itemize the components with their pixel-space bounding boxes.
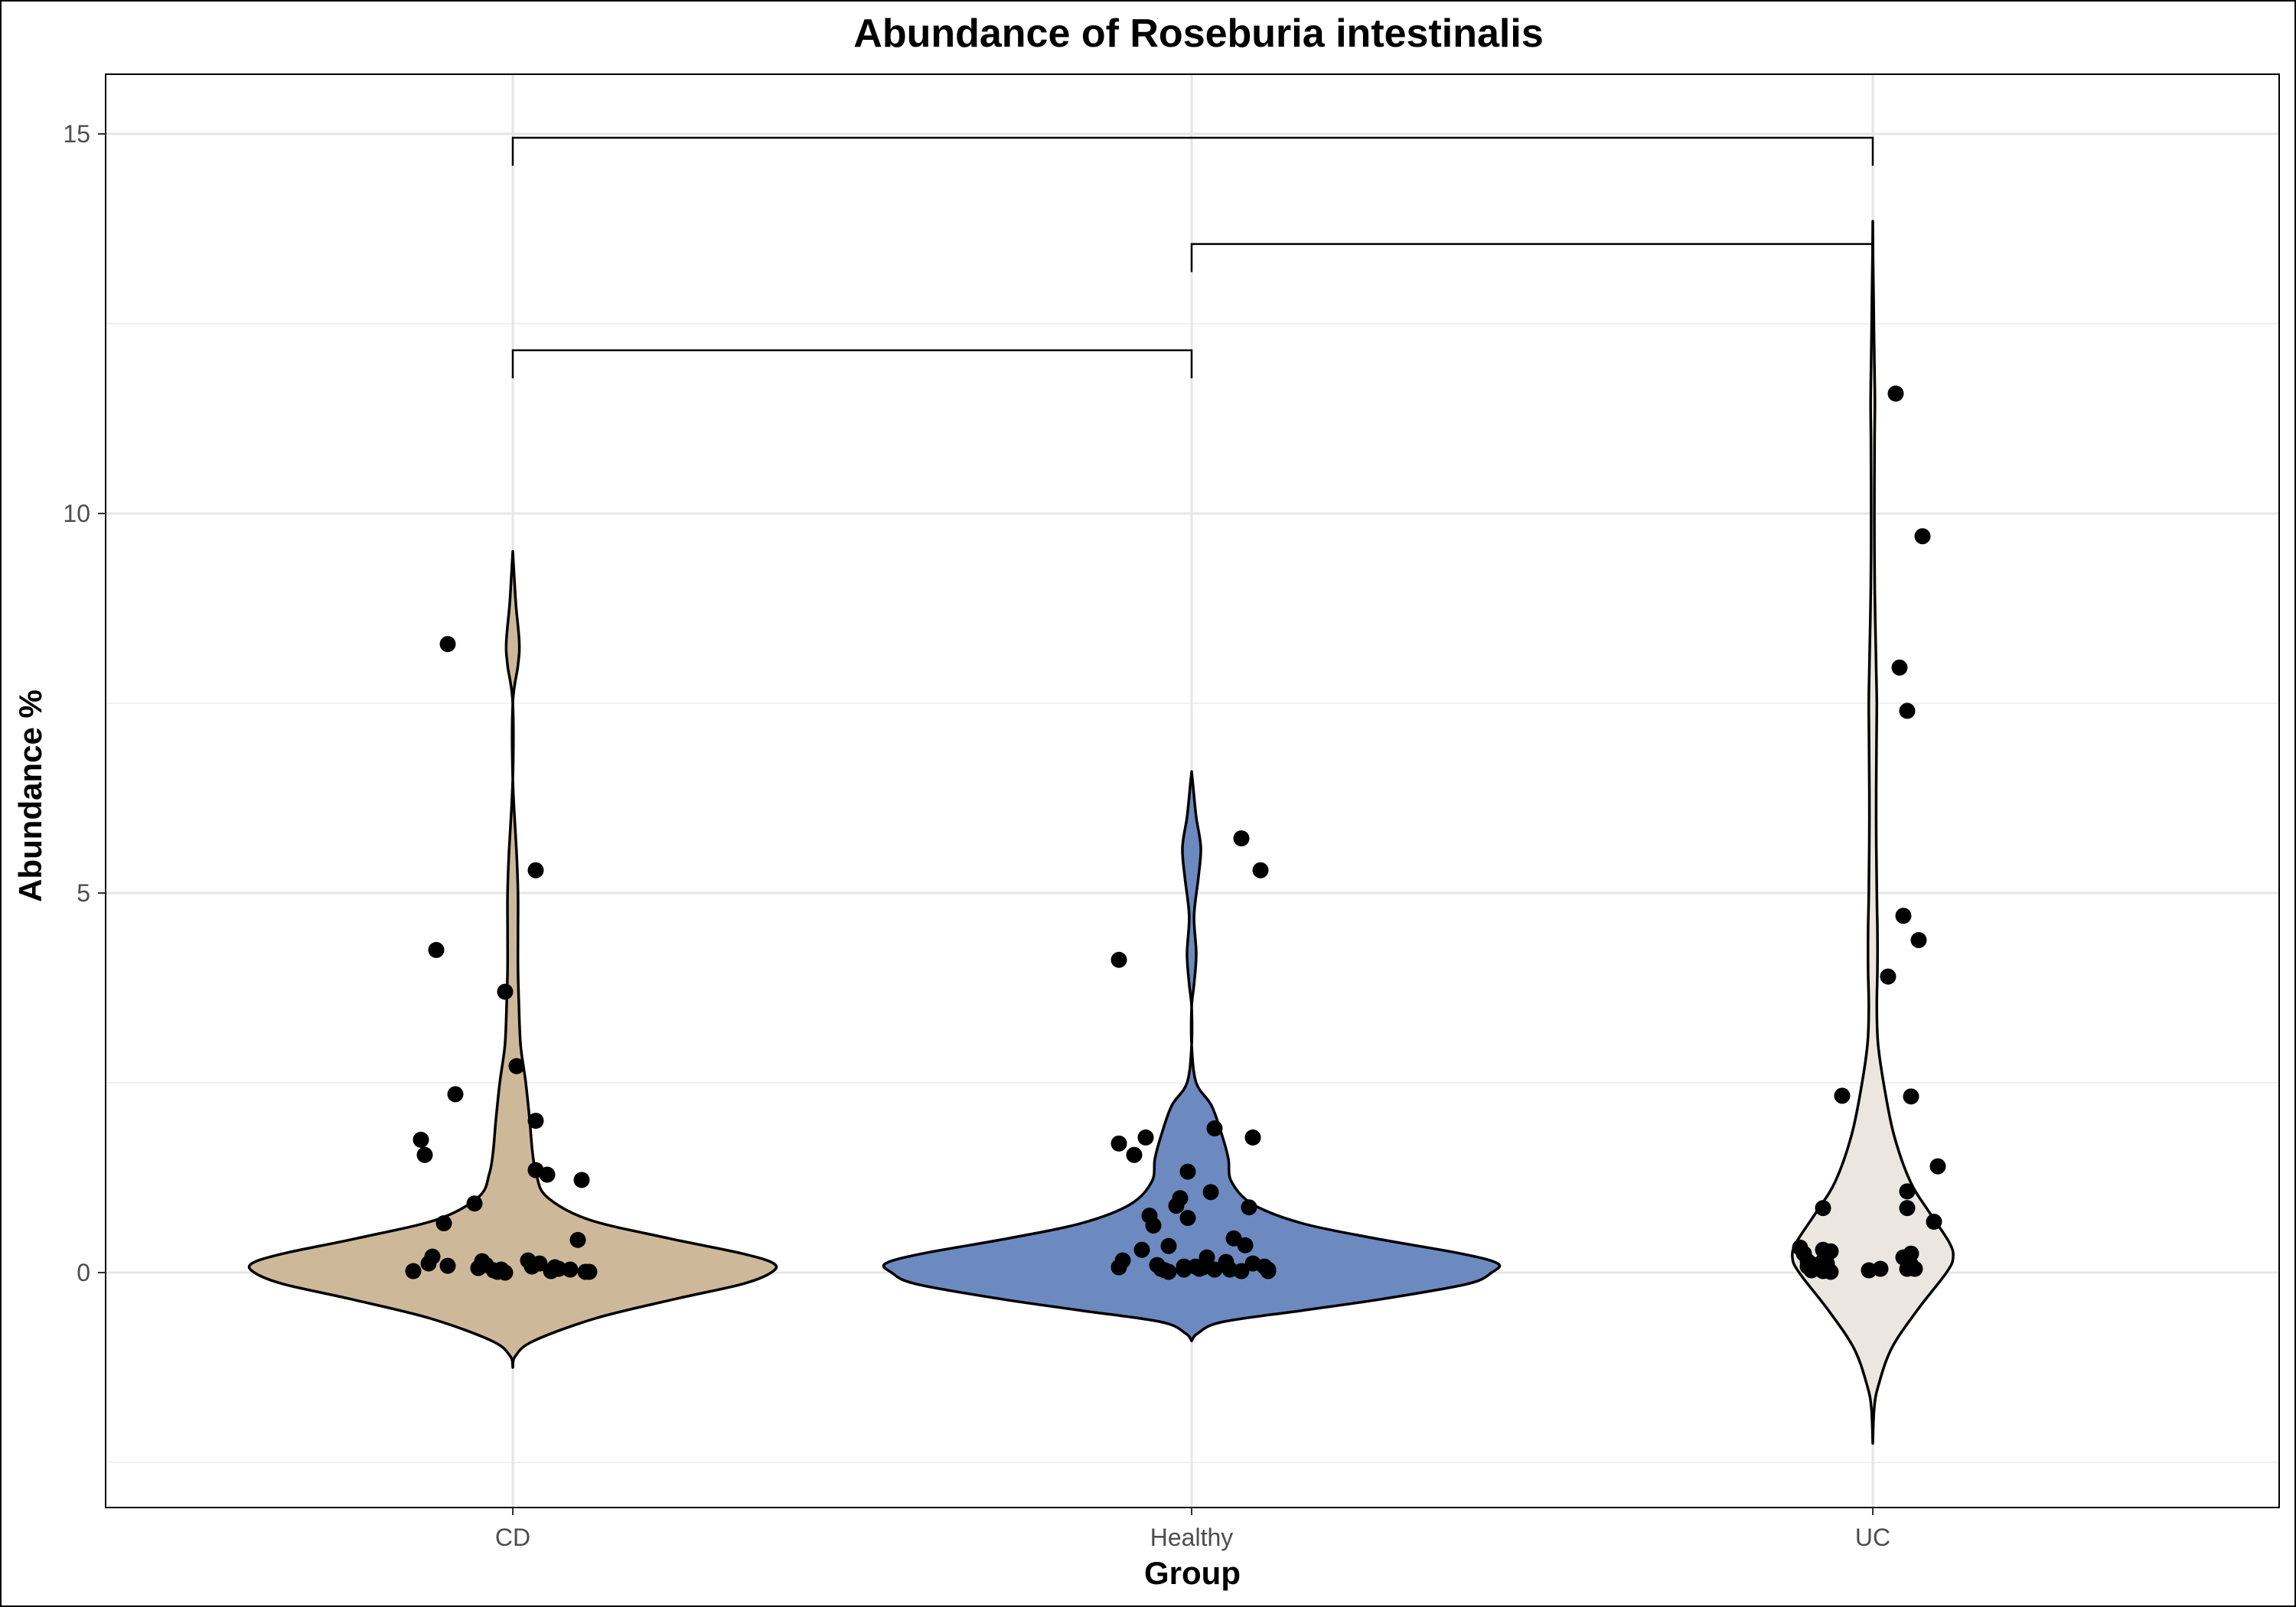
data-point-cd [508, 1058, 525, 1074]
violins [247, 220, 1955, 1445]
significance-brackets [511, 136, 1874, 379]
chart-title: Abundance of Roseburia intestinalis [853, 11, 1543, 56]
data-point-cd [466, 1195, 483, 1212]
data-point-healthy [1133, 1241, 1150, 1258]
data-point-healthy [1260, 1261, 1277, 1278]
violin-cd [247, 549, 778, 1369]
data-point-cd [569, 1231, 586, 1248]
data-point-uc [1899, 1200, 1916, 1217]
data-point-uc [1899, 702, 1916, 719]
data-point-healthy [1233, 830, 1250, 847]
data-point-cd [424, 1248, 441, 1265]
y-axis-title: Abundance % [12, 689, 48, 902]
data-point-cd [581, 1263, 598, 1280]
data-point-uc [1906, 1260, 1923, 1277]
data-point-uc [1815, 1200, 1831, 1217]
data-point-healthy [1160, 1263, 1177, 1280]
data-point-healthy [1110, 1135, 1127, 1152]
data-point-healthy [1233, 1263, 1250, 1279]
bracket-healthy-uc [1190, 243, 1873, 272]
data-point-healthy [1137, 1129, 1154, 1146]
data-point-cd [550, 1260, 567, 1277]
y-axis-ticks: 0 5 10 15 [63, 120, 106, 1286]
data-point-healthy [1179, 1210, 1196, 1227]
data-point-healthy [1252, 862, 1269, 878]
data-point-uc [1895, 908, 1912, 924]
data-point-cd [435, 1215, 452, 1232]
data-point-healthy [1199, 1249, 1215, 1266]
y-tick-label: 5 [77, 879, 90, 907]
data-point-healthy [1160, 1237, 1177, 1254]
data-point-uc [1914, 528, 1931, 545]
data-point-healthy [1244, 1129, 1261, 1146]
data-point-cd [573, 1172, 590, 1188]
data-point-healthy [1241, 1199, 1257, 1216]
x-tick-label-healthy: Healthy [1150, 1524, 1234, 1551]
data-point-uc [1822, 1243, 1839, 1260]
data-point-healthy [1176, 1258, 1192, 1275]
violin-uc [1791, 220, 1955, 1445]
violin-healthy [882, 770, 1502, 1343]
data-point-cd [497, 1264, 514, 1281]
data-point-healthy [1126, 1146, 1143, 1163]
data-point-cd [428, 941, 445, 958]
data-point-uc [1880, 968, 1896, 985]
data-point-healthy [1206, 1120, 1223, 1137]
bracket-cd-uc [511, 136, 1874, 166]
data-point-healthy [1237, 1237, 1254, 1253]
data-point-uc [1891, 659, 1908, 676]
data-point-healthy [1179, 1163, 1196, 1180]
data-point-healthy [1202, 1184, 1219, 1201]
data-point-cd [527, 1113, 544, 1129]
data-point-uc [1887, 385, 1904, 402]
data-point-uc [1822, 1263, 1839, 1280]
data-point-cd [416, 1146, 433, 1163]
x-axis-title: Group [1144, 1555, 1241, 1591]
data-point-uc [1926, 1214, 1942, 1231]
data-point-healthy [1145, 1217, 1162, 1234]
data-point-cd [405, 1263, 422, 1279]
data-point-cd [531, 1255, 548, 1272]
data-point-cd [497, 983, 514, 1000]
x-tick-label-cd: CD [495, 1524, 530, 1551]
data-point-uc [1872, 1260, 1889, 1277]
data-point-uc [1910, 932, 1927, 949]
data-point-cd [439, 636, 456, 653]
data-point-cd [527, 862, 544, 878]
data-point-healthy [1110, 951, 1127, 968]
y-tick-label: 15 [63, 120, 90, 148]
data-point-healthy [1172, 1190, 1189, 1207]
y-tick-label: 0 [77, 1259, 90, 1286]
data-points [405, 385, 1946, 1281]
data-point-healthy [1206, 1261, 1223, 1278]
data-point-cd [562, 1261, 579, 1278]
data-point-uc [1929, 1158, 1946, 1175]
data-point-cd [539, 1166, 556, 1183]
y-tick-label: 10 [63, 500, 90, 527]
x-axis-ticks: CD Healthy UC [495, 1508, 1890, 1551]
data-point-cd [439, 1257, 456, 1274]
data-point-uc [1903, 1088, 1919, 1105]
data-point-uc [1899, 1183, 1916, 1200]
data-point-cd [447, 1086, 464, 1103]
bracket-cd-healthy [511, 349, 1193, 379]
x-tick-label-uc: UC [1855, 1524, 1890, 1551]
data-point-healthy [1114, 1252, 1131, 1269]
data-point-uc [1834, 1087, 1851, 1104]
data-point-uc [1903, 1245, 1919, 1262]
data-point-cd [413, 1131, 429, 1148]
